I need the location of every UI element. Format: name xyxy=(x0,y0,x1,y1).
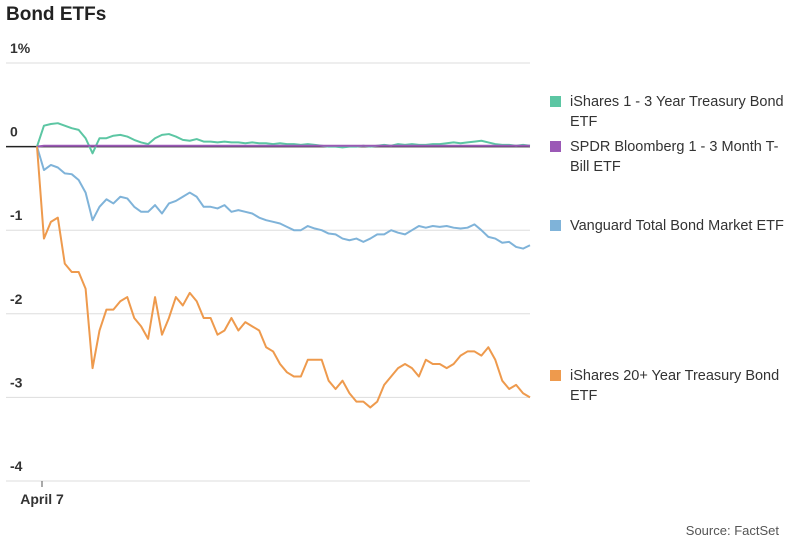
legend-item: SPDR Bloomberg 1 - 3 Month T-Bill ETF xyxy=(550,137,785,177)
legend-swatch xyxy=(550,141,561,152)
legend-swatch xyxy=(550,370,561,381)
chart-title: Bond ETFs xyxy=(6,4,107,25)
y-tick-label: 0 xyxy=(10,124,18,140)
y-tick-label: -1 xyxy=(10,207,23,223)
source: Source: FactSet xyxy=(685,523,779,538)
legend-swatch xyxy=(550,220,561,231)
y-tick-label: -3 xyxy=(10,374,23,390)
legend-label: iShares 1 - 3 Year Treasury Bond ETF xyxy=(570,94,784,130)
series-line xyxy=(36,144,530,148)
y-tick-label: 1% xyxy=(10,40,31,56)
series-line xyxy=(36,146,531,250)
y-tick-label: -4 xyxy=(10,458,23,474)
legend-label: iShares 20+ Year Treasury Bond ETF xyxy=(570,368,780,404)
series-line xyxy=(36,122,531,155)
x-tick-label: April 7 xyxy=(20,491,64,507)
legend-item: iShares 1 - 3 Year Treasury Bond ETF xyxy=(550,92,785,132)
y-tick-label: -2 xyxy=(10,291,23,307)
series-line xyxy=(36,146,531,409)
legend-label: Vanguard Total Bond Market ETF xyxy=(570,218,784,234)
legend-item: iShares 20+ Year Treasury Bond ETF xyxy=(550,366,785,406)
legend-swatch xyxy=(550,96,561,107)
legend-item: Vanguard Total Bond Market ETF xyxy=(550,216,785,236)
legend-label: SPDR Bloomberg 1 - 3 Month T-Bill ETF xyxy=(570,139,779,175)
